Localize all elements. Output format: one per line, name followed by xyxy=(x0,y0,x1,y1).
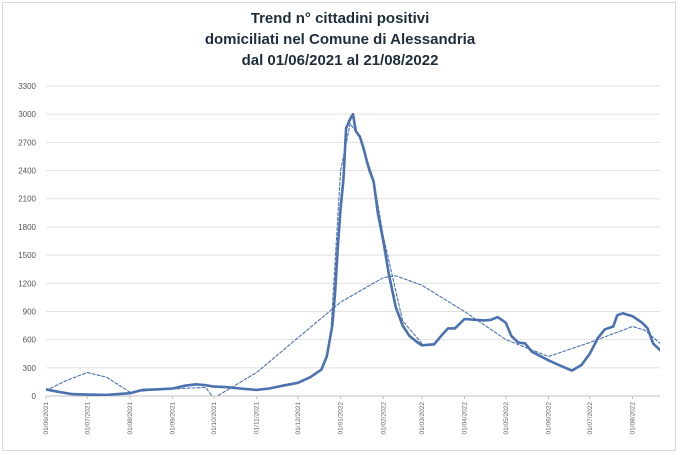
y-tick-label: 3000 xyxy=(18,110,36,119)
trend-line-1 xyxy=(46,371,213,396)
trend-line-3 xyxy=(330,123,423,344)
x-tick-label: 01/07/2022 xyxy=(587,402,594,435)
y-tick-label: 3300 xyxy=(18,82,36,91)
x-tick-label: 01/08/2021 xyxy=(127,402,134,435)
x-tick-label: 01/11/2021 xyxy=(254,402,261,434)
y-tick-label: 1500 xyxy=(18,251,36,260)
x-tick-label: 01/08/2022 xyxy=(629,402,636,435)
y-tick-label: 300 xyxy=(23,364,37,373)
y-tick-label: 900 xyxy=(23,307,37,316)
y-tick-label: 0 xyxy=(32,392,37,401)
x-tick-label: 01/01/2022 xyxy=(338,402,345,435)
y-tick-label: 600 xyxy=(23,336,37,345)
x-tick-label: 01/04/2022 xyxy=(462,402,469,435)
chart-title-line-3: dal 01/06/2021 al 21/08/2022 xyxy=(241,52,439,69)
y-tick-label: 2700 xyxy=(18,138,36,147)
x-tick-label: 01/12/2021 xyxy=(295,402,302,435)
x-tick-label: 01/09/2021 xyxy=(170,402,177,435)
y-tick-label: 1200 xyxy=(18,279,36,288)
trend-line-2 xyxy=(216,275,660,396)
x-tick-label: 01/07/2021 xyxy=(84,402,91,435)
x-tick-label: 01/02/2022 xyxy=(380,402,387,435)
x-tick-label: 01/06/2022 xyxy=(545,402,552,435)
data-series-line xyxy=(46,112,660,396)
x-tick-label: 01/03/2022 xyxy=(419,402,426,435)
chart-title-line-1: Trend n° cittadini positivi xyxy=(250,10,430,27)
y-tick-label: 2400 xyxy=(18,167,36,176)
x-tick-label: 01/06/2021 xyxy=(43,402,50,435)
chart-title-line-2: domiciliati nel Comune di Alessandria xyxy=(204,31,476,48)
x-tick-label: 01/10/2021 xyxy=(211,402,218,435)
chart-title: Trend n° cittadini positivi domiciliati … xyxy=(0,8,680,71)
y-tick-label: 2100 xyxy=(18,195,36,204)
x-tick-label: 01/05/2022 xyxy=(503,402,510,435)
y-tick-label: 1800 xyxy=(18,223,36,232)
